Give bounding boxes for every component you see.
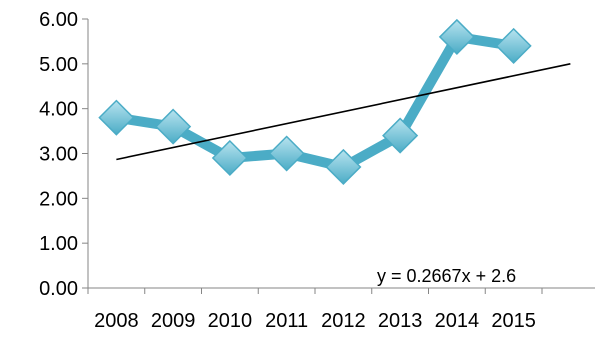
x-tick-label: 2014	[435, 310, 480, 332]
data-point-marker	[98, 99, 135, 136]
x-tick-label: 2010	[208, 310, 253, 332]
y-tick-label: 6.00	[39, 9, 78, 31]
x-tick-label: 2011	[265, 310, 308, 332]
data-point-marker	[211, 139, 248, 177]
y-tick-label: 0.00	[39, 278, 78, 300]
y-tick-label: 3.00	[39, 144, 78, 166]
data-point-marker	[438, 18, 475, 55]
data-point-marker	[325, 148, 362, 186]
data-point-marker	[268, 135, 305, 172]
x-tick-label: 2015	[491, 310, 536, 332]
y-tick-label: 2.00	[39, 188, 78, 210]
y-tick-label: 5.00	[39, 54, 78, 76]
marker-group	[98, 18, 532, 186]
x-tick-label: 2013	[378, 310, 423, 332]
x-tick-label: 2012	[321, 310, 366, 332]
data-point-marker	[155, 108, 192, 145]
data-point-marker	[495, 27, 532, 64]
x-tick-label: 2009	[151, 310, 196, 332]
x-axis: 2008 2009 2010 2011 2012 2013 2014 2015	[87, 287, 595, 332]
y-axis: 0.00 1.00 2.00 3.00 4.00 5.00 6.00	[39, 9, 89, 300]
x-tick-label: 2008	[94, 310, 139, 332]
trendline	[116, 63, 571, 161]
y-tick-label: 4.00	[39, 99, 78, 121]
trendline-equation-label: y = 0.2667x + 2.6	[377, 266, 516, 286]
trendline-group	[116, 63, 571, 161]
data-point-marker	[382, 117, 419, 154]
y-tick-label: 1.00	[39, 233, 78, 255]
